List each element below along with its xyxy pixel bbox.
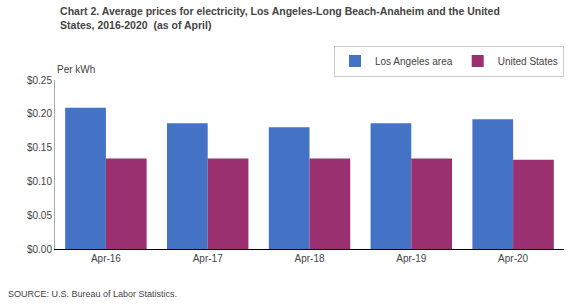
svg-text:Chart 2. Average prices for el: Chart 2. Average prices for electricity,… — [60, 5, 500, 31]
svg-text:Apr-20: Apr-20 — [498, 253, 528, 264]
svg-text:$0.10: $0.10 — [27, 176, 52, 187]
svg-text:$0.05: $0.05 — [27, 210, 52, 221]
svg-text:Apr-17: Apr-17 — [193, 253, 223, 264]
svg-text:$0.00: $0.00 — [27, 244, 52, 255]
svg-text:Apr-16: Apr-16 — [91, 253, 121, 264]
svg-text:United States: United States — [498, 56, 558, 67]
svg-text:Apr-19: Apr-19 — [396, 253, 426, 264]
svg-text:SOURCE: U.S. Bureau of Labor S: SOURCE: U.S. Bureau of Labor Statistics. — [8, 289, 177, 299]
svg-text:Per kWh: Per kWh — [57, 64, 95, 75]
svg-text:$0.20: $0.20 — [27, 108, 52, 119]
svg-text:Los Angeles area: Los Angeles area — [375, 56, 453, 67]
svg-text:$0.25: $0.25 — [27, 75, 52, 86]
svg-text:$0.15: $0.15 — [27, 142, 52, 153]
svg-text:Apr-18: Apr-18 — [294, 253, 324, 264]
